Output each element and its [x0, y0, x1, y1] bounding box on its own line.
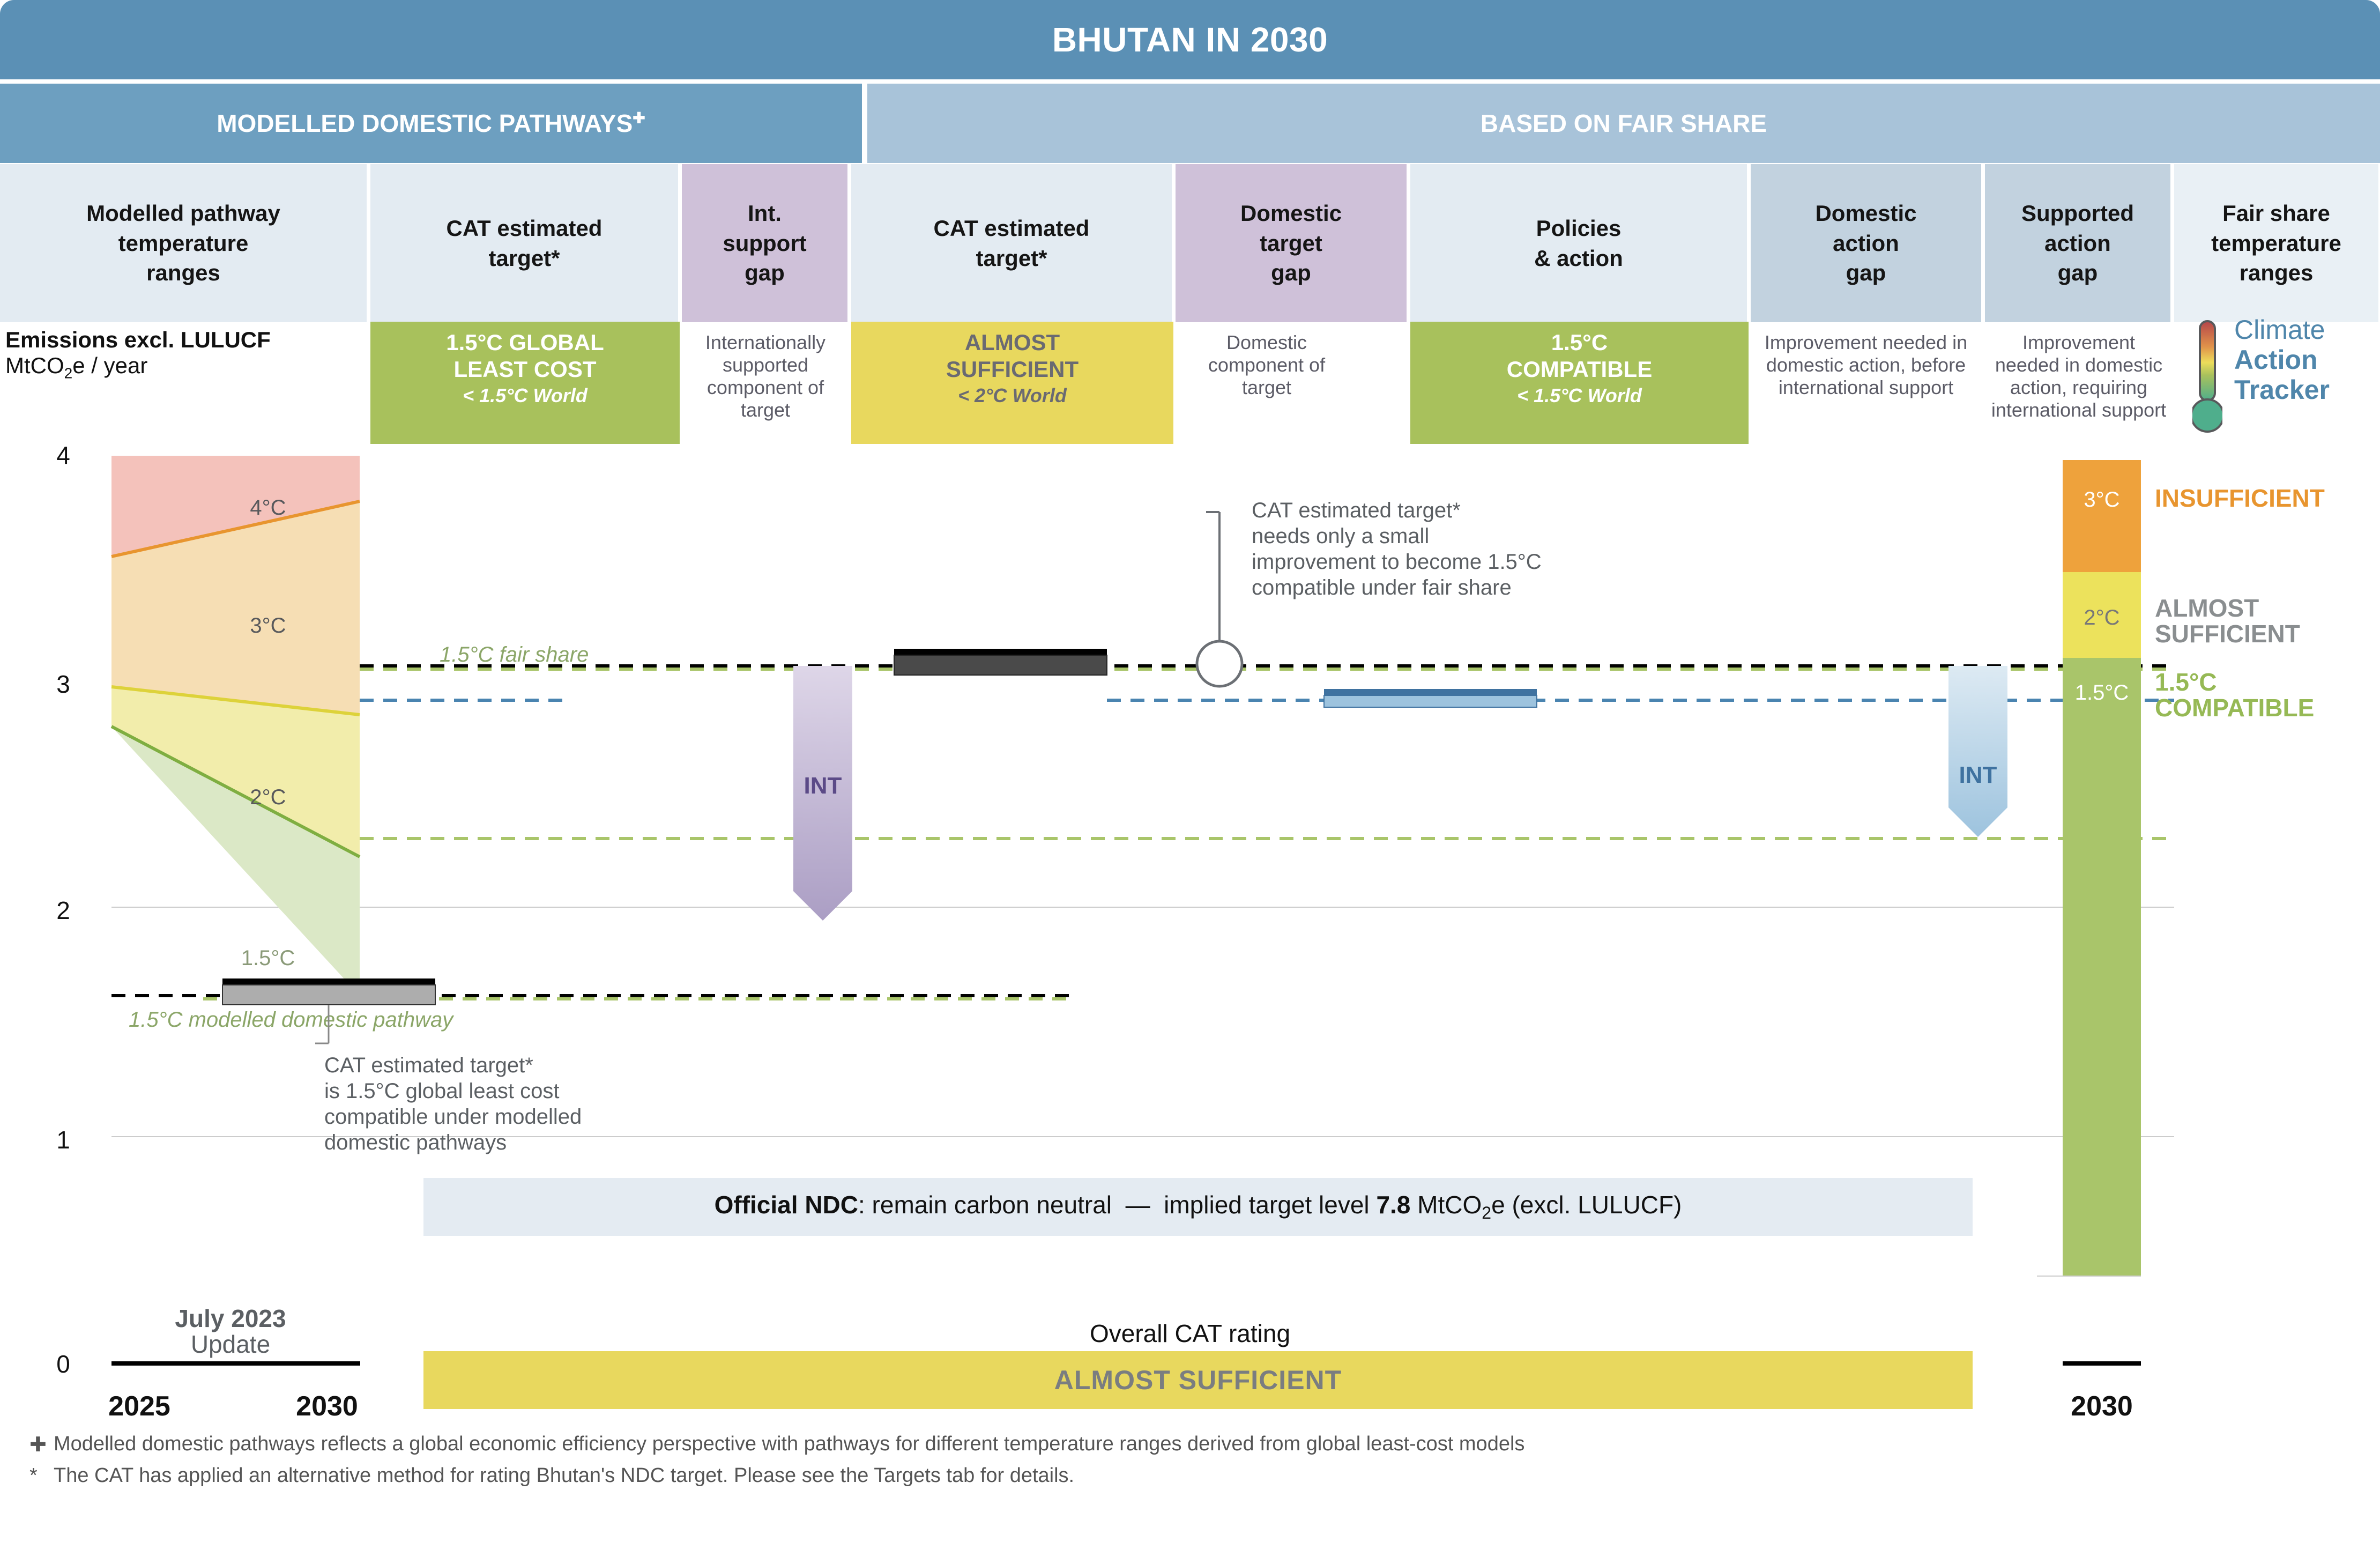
svg-text:INSUFFICIENT: INSUFFICIENT: [2155, 484, 2325, 512]
svg-text:3°C: 3°C: [250, 614, 286, 637]
svg-text:2025: 2025: [108, 1391, 170, 1422]
svg-text:3: 3: [56, 670, 70, 698]
svg-text:improvement to become 1.5°C: improvement to become 1.5°C: [1252, 550, 1542, 574]
svg-text:COMPATIBLE: COMPATIBLE: [2155, 694, 2314, 722]
svg-text:2030: 2030: [296, 1391, 358, 1422]
svg-text:2030: 2030: [2071, 1391, 2133, 1422]
svg-text:2°C: 2°C: [2084, 606, 2119, 629]
svg-text:domestic pathways: domestic pathways: [324, 1131, 507, 1154]
svg-text:CAT estimated target*: CAT estimated target*: [1252, 499, 1461, 522]
svg-text:INT: INT: [804, 773, 842, 799]
svg-text:1.5°C: 1.5°C: [2155, 668, 2217, 696]
svg-text:0: 0: [56, 1350, 70, 1378]
svg-text:ALMOST: ALMOST: [2155, 594, 2259, 622]
svg-text:4: 4: [56, 441, 70, 469]
svg-text:1: 1: [56, 1126, 70, 1154]
svg-text:CAT estimated target*: CAT estimated target*: [324, 1054, 533, 1077]
svg-text:2: 2: [56, 896, 70, 924]
svg-text:2°C: 2°C: [250, 785, 286, 809]
svg-text:4°C: 4°C: [250, 496, 286, 520]
svg-text:1.5°C fair share: 1.5°C fair share: [440, 643, 589, 666]
svg-text:1.5°C: 1.5°C: [241, 946, 295, 970]
svg-text:3°C: 3°C: [2084, 488, 2119, 511]
svg-text:1.5°C modelled domestic pathwa: 1.5°C modelled domestic pathway: [129, 1008, 455, 1032]
svg-text:compatible under fair share: compatible under fair share: [1252, 576, 1512, 599]
svg-text:1.5°C: 1.5°C: [2075, 681, 2129, 705]
svg-text:needs only a small: needs only a small: [1252, 524, 1429, 548]
svg-text:INT: INT: [1959, 762, 1997, 788]
svg-text:is 1.5°C global least cost: is 1.5°C global least cost: [324, 1079, 559, 1103]
svg-text:compatible under modelled: compatible under modelled: [324, 1105, 582, 1129]
svg-text:SUFFICIENT: SUFFICIENT: [2155, 620, 2300, 648]
